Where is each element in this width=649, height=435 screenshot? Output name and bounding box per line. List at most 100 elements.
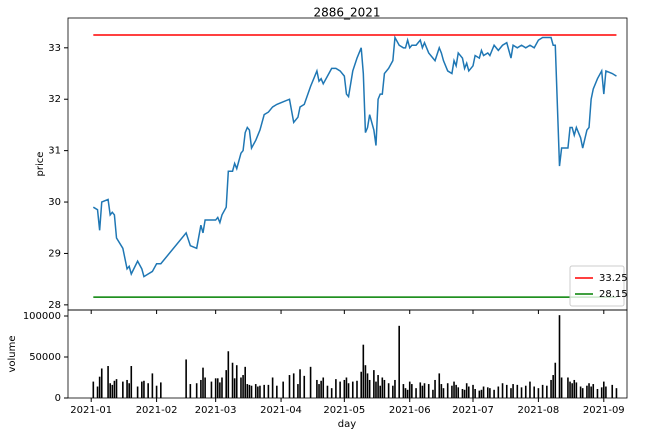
volume-bar	[533, 386, 535, 398]
volume-bar	[282, 381, 284, 398]
volume-bar	[537, 388, 540, 398]
volume-bar	[552, 375, 554, 398]
volume-bar	[512, 384, 514, 398]
volume-bar	[141, 381, 143, 398]
x-tick-label: 2021-02	[136, 405, 178, 416]
volume-bar	[375, 381, 377, 398]
volume-bar	[204, 377, 206, 398]
volume-bar	[240, 377, 242, 398]
volume-bar	[455, 384, 457, 398]
volume-bar	[216, 378, 219, 398]
volume-bar	[520, 387, 523, 398]
volume-bar	[571, 383, 573, 398]
volume-bar	[250, 385, 253, 398]
volume-bar	[297, 384, 299, 398]
y-tick-label: 0	[55, 393, 61, 404]
volume-bar	[486, 387, 489, 398]
volume-bar	[113, 380, 116, 398]
volume-bar	[472, 384, 474, 398]
volume-bar	[257, 386, 259, 398]
volume-bar	[438, 373, 441, 398]
chart-title: 2886_2021	[313, 6, 380, 20]
volume-bar	[524, 385, 527, 398]
volume-bar	[586, 385, 588, 398]
volume-bar	[442, 388, 445, 398]
legend-box	[569, 265, 625, 307]
volume-bar	[592, 384, 595, 398]
volume-bar	[546, 385, 548, 398]
volume-bar	[143, 380, 145, 398]
volume-bar	[510, 388, 512, 398]
volume-bar	[227, 351, 230, 398]
volume-bar	[126, 379, 128, 398]
volume-bar	[461, 388, 464, 398]
volume-bar	[463, 389, 466, 398]
y-tick-label: 28	[48, 300, 61, 311]
volume-bar	[200, 379, 202, 398]
volume-bar	[115, 379, 118, 398]
volume-bar	[100, 368, 103, 398]
volume-bar	[292, 373, 295, 398]
x-tick-label: 2021-01	[70, 405, 112, 416]
volume-bar	[345, 377, 348, 398]
volume-bar	[575, 382, 578, 398]
volume-bar	[600, 387, 603, 398]
volume-bar	[160, 382, 162, 398]
x-tick-label: 2021-03	[195, 405, 237, 416]
volume-bar	[322, 377, 325, 398]
volume-bar	[408, 381, 411, 398]
volume-bar	[267, 384, 270, 398]
volume-bar	[356, 380, 358, 398]
volume-bar	[550, 379, 552, 398]
axes-frame	[67, 309, 628, 399]
x-tick-label: 2021-04	[260, 405, 302, 416]
volume-bar	[221, 377, 223, 398]
volume-bar	[254, 384, 257, 398]
volume-bar	[501, 383, 504, 398]
volume-bar	[611, 384, 614, 398]
volume-bar	[581, 388, 584, 398]
volume-bar	[423, 383, 426, 398]
volume-bar	[246, 384, 249, 398]
volume-bar	[109, 383, 111, 398]
volume-bar	[446, 383, 449, 398]
y-tick-label: 33	[48, 43, 61, 54]
volume-bar	[478, 390, 481, 398]
volume-bar	[151, 373, 154, 398]
volume-bar	[432, 389, 434, 398]
volume-bar	[242, 375, 244, 398]
volume-bar	[602, 381, 605, 398]
volume-bar	[318, 384, 320, 398]
volume-bar	[579, 386, 582, 398]
volume-bar	[362, 344, 365, 398]
volume-bar	[474, 388, 476, 398]
volume-bar	[316, 379, 318, 398]
volume-bar	[383, 379, 386, 398]
x-tick-label: 2021-05	[323, 405, 365, 416]
volume-bar	[244, 366, 246, 398]
volume-bar	[202, 367, 204, 398]
y-tick-label: 29	[48, 248, 61, 259]
y-axis-label: price	[35, 152, 46, 177]
volume-bar	[360, 371, 363, 398]
volume-bar	[569, 381, 571, 398]
volume-bar	[373, 370, 375, 398]
volume-bar	[136, 386, 139, 398]
volume-bar	[427, 384, 430, 398]
volume-bar	[419, 382, 422, 398]
volume-bar	[303, 375, 306, 398]
volume-bar	[219, 382, 221, 398]
y-tick-label: 100000	[23, 311, 61, 322]
y-tick-label: 32	[48, 94, 61, 105]
volume-bar	[377, 375, 379, 398]
volume-bar	[558, 315, 561, 398]
volume-bar	[379, 385, 381, 398]
price-line	[92, 35, 617, 278]
volume-bar	[233, 378, 236, 398]
volume-bar	[368, 379, 371, 398]
volume-bar	[588, 383, 590, 398]
volume-bar	[482, 386, 485, 398]
volume-bar	[185, 359, 187, 398]
volume-bar	[394, 379, 396, 398]
